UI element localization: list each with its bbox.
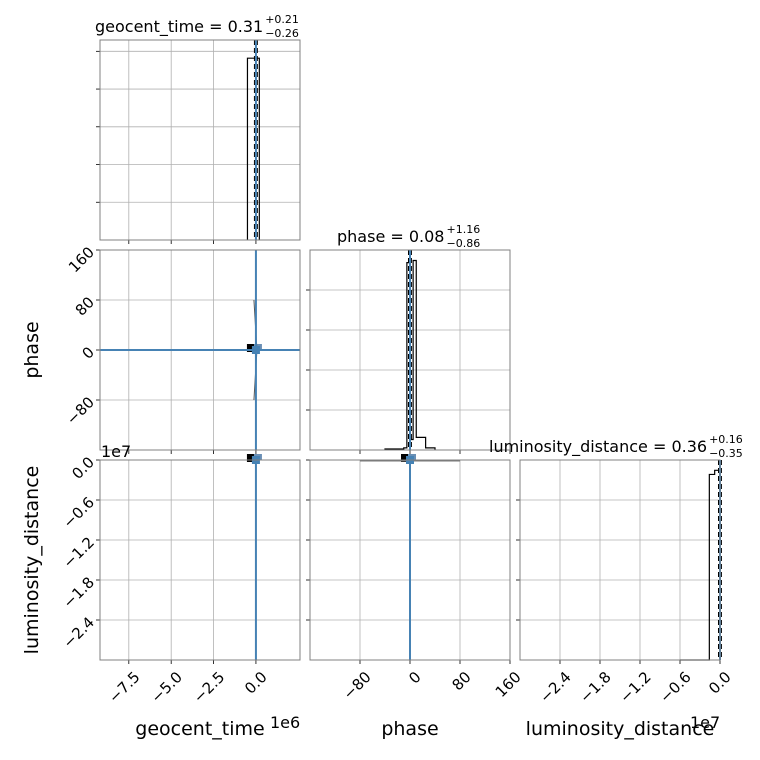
truth-marker [251,346,260,354]
panel-luminosity_distance-phase: −80 0 80 160 [306,454,525,703]
upper-error: +0.21 [265,13,299,26]
panel-phase-phase [306,249,511,454]
upper-error: +0.16 [709,433,743,446]
panel-phase-geocent_time: −80 0 80 160 [63,243,301,454]
grid [520,460,721,660]
panel-frame [309,459,511,661]
density-core [246,344,256,352]
y-tick-label: 0.0 [68,453,98,483]
lower-error: −0.26 [265,27,299,40]
x-tick-label: −7.5 [105,668,143,706]
panel-title: phase = 0.08 [337,227,444,246]
x-tick-label: 80 [449,668,475,694]
y-tick-label: −1.2 [60,533,98,571]
x-tick-label: 160 [492,668,525,701]
histogram-phase [384,259,436,450]
y-tick-label: 80 [72,293,98,319]
x-tick-label: −5.0 [147,668,185,706]
lower-error: −0.35 [709,447,743,460]
x-axis-label-geocent_time: geocent_time [135,718,264,740]
x-offset-geocent_time: 1e6 [270,713,300,732]
panel-frame [99,39,301,241]
x-tick-label: 0 [405,668,424,687]
grid [100,459,300,660]
panel-title: luminosity_distance = 0.36 [489,437,707,457]
x-axis-label-phase: phase [381,718,438,740]
y-tick-label: −1.8 [60,573,98,611]
y-axis-label-luminosity_distance: luminosity_distance [21,466,43,655]
x-tick-label: −0.6 [656,668,694,706]
x-tick-label: −1.8 [576,668,614,706]
x-tick-label: −1.2 [616,668,654,706]
panel-luminosity_distance-geocent_time: −2.4−1.8−1.2−0.6 0.0 −7.5 −5.0 −2.5 0.0 [60,453,301,707]
panel-luminosity_distance-luminosity_distance: −2.4 −1.8 −1.2 −0.6 0.0 [516,459,735,707]
y-tick-label: 160 [65,243,98,276]
x-tick-label: −2.4 [536,668,574,706]
density-core [401,454,410,462]
y-tick-label: −80 [63,393,98,428]
y-tick-label: −2.4 [60,613,98,651]
panel-frame [309,249,511,451]
panel-frame [99,249,301,451]
upper-error: +1.16 [446,223,480,236]
title-luminosity_distance: luminosity_distance = 0.36 +0.16−0.35 [489,433,743,460]
x-axis-label-luminosity_distance: luminosity_distance [526,718,715,740]
y-tick-label: −0.6 [60,493,98,531]
x-tick-label: −80 [340,668,375,703]
x-offset-luminosity_distance: 1e7 [690,713,720,732]
panel-frame [99,459,301,661]
x-tick-label: 0.0 [705,668,735,698]
panel-geocent_time-geocent_time [96,39,301,244]
x-tick-label: −2.5 [190,668,228,706]
y-axis-label-phase: phase [21,321,43,378]
grid [100,40,300,240]
title-geocent_time: geocent_time = 0.31 +0.21−0.26 [95,13,299,40]
x-tick-label: 0.0 [241,668,271,698]
title-phase: phase = 0.08 +1.16−0.86 [337,223,480,250]
panel-title: geocent_time = 0.31 [95,17,263,37]
y-tick-label: 0 [79,343,98,362]
lower-error: −0.86 [446,237,480,250]
histogram-luminosity_distance [680,469,721,661]
panel-frame [519,459,721,661]
density-core [246,454,256,462]
y-offset-luminosity_distance: 1e7 [101,442,131,461]
